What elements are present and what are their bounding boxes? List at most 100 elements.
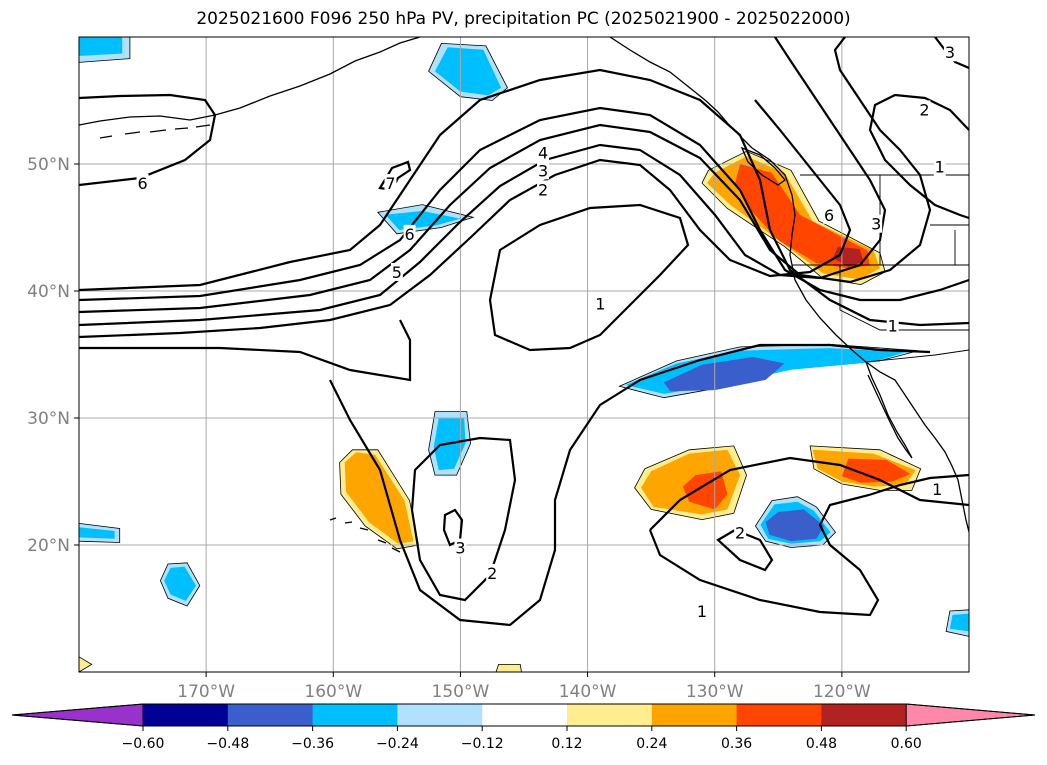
contour-label-bg [918,100,931,119]
negative-precip-region-33 [949,613,969,632]
pv-contour-2-ne [868,93,969,220]
contour-label: 6 [403,224,416,244]
positive-precip-region-13 [79,656,93,672]
negative-precip-region-16 [663,357,785,392]
negative-precip-region-25 [79,37,123,56]
contour-label-bg [486,563,499,582]
colorbar-tick-label: 0.48 [806,736,837,752]
contour-label-bg [454,538,467,557]
contour-label-bg [886,316,899,335]
aleutian-islands [99,124,211,139]
contour-label-text: 1 [595,295,605,314]
hawaiian-islands [329,517,401,553]
contour-label-text: 6 [137,174,147,193]
colorbar-segment [482,704,568,726]
pv-contour-subtropical-1 [79,319,412,382]
contour-label-bg [537,143,550,162]
baja-california [865,361,913,459]
contour-label: 3 [454,538,467,558]
negative-precip-region-23 [435,47,502,96]
contour-label: 1 [594,294,607,314]
contour-label-text: 2 [735,523,745,542]
contour-label-text: 1 [935,158,945,177]
pv-contour-2-south [410,436,517,602]
pv-contour-subtropical-loop [329,343,931,627]
positive-precip-region-2 [735,164,870,269]
negative-precip-region-31 [79,527,115,539]
contour-label-text: 2 [919,100,929,119]
colorbar-tick-label: −0.60 [122,736,165,752]
contour-label: 1 [931,480,944,499]
contour-label-text: 3 [455,539,465,558]
contour-label-text: 3 [538,161,548,180]
contour-label-text: 3 [945,43,955,62]
colorbar-segment [821,704,907,726]
lat-tick-label: 50°N [27,155,70,175]
contour-label: 6 [823,205,836,225]
contour-label-bg [390,262,403,281]
contour-label-bg [823,205,836,224]
longitude-labels: 170°W 160°W 150°W 140°W 130°W 120°W [177,672,871,702]
contour-label-bg [136,174,149,193]
colorbar-segment [227,704,314,726]
map-frame [78,36,970,673]
colorbar-tick-label: −0.12 [461,736,504,752]
vancouver-island [740,146,786,186]
colorbar-segment [312,704,398,726]
lon-tick-label: 160°W [304,682,362,702]
contour-label-bg [870,214,883,233]
lat-tick-label: 40°N [27,282,70,302]
positive-precip-region-8 [682,471,728,510]
pv-contour-4 [79,37,887,327]
colorbar-tick-label: 0.36 [721,736,752,752]
negative-precip-region-29 [164,566,196,601]
colorbar-high-extend [905,703,1036,727]
contour-label: 3 [870,214,883,234]
contour-label-text: 7 [385,174,395,193]
positive-precip-region-5 [344,452,414,544]
contour-label-text: 2 [487,564,497,583]
contour-label-text: 3 [871,215,881,234]
lon-tick-label: 170°W [177,682,235,702]
contour-label: 2 [486,563,499,583]
colorbar-tick-label: −0.24 [376,736,419,752]
pv-contour-1-outer [79,68,969,327]
colorbar-tick-label: −0.36 [291,736,334,752]
contour-label-bg [931,480,944,499]
contour-label: 6 [136,174,149,193]
latitude-labels: 20°N 30°N 40°N 50°N [27,155,79,556]
lon-tick-label: 150°W [432,682,490,702]
pv-contour-low-center [488,203,690,352]
pv-contour-6-west [79,93,217,187]
colorbar-tick-label: 0.24 [636,736,667,752]
contour-label-bg [943,43,956,62]
colorbar-segment [567,704,653,726]
alaska-coastline [79,37,421,126]
lon-tick-label: 140°W [559,682,617,702]
colorbar-tick-label: 0.12 [551,736,582,752]
contour-label-text: 1 [888,316,898,335]
pv-contour-1-se [649,456,969,531]
map-title: 2025021600 F096 250 hPa PV, precipitatio… [196,9,851,29]
pv-contour-2 [79,106,969,302]
colorbar: −0.60 −0.48 −0.36 −0.24 −0.12 0.12 0.24 0.36 0.4… [11,703,1036,752]
us-mexico-border [865,349,969,363]
contour-label: 2 [537,180,550,199]
contour-label-bg [384,174,397,193]
contour-label: 2 [918,100,931,119]
lon-tick-label: 120°W [813,682,871,702]
contour-label-bg [933,157,946,176]
colorbar-segment [651,704,738,726]
contour-label-text: 1 [932,480,942,499]
graticule [79,37,969,672]
pv-contour-1-se-lower [648,473,969,617]
contour-label: 1 [696,602,708,621]
contour-label-text: 6 [404,225,414,244]
contour-label-text: 2 [538,180,548,199]
contour-label-bg [537,180,550,199]
positive-precip-region-12 [495,664,522,672]
lat-tick-label: 30°N [27,409,70,429]
